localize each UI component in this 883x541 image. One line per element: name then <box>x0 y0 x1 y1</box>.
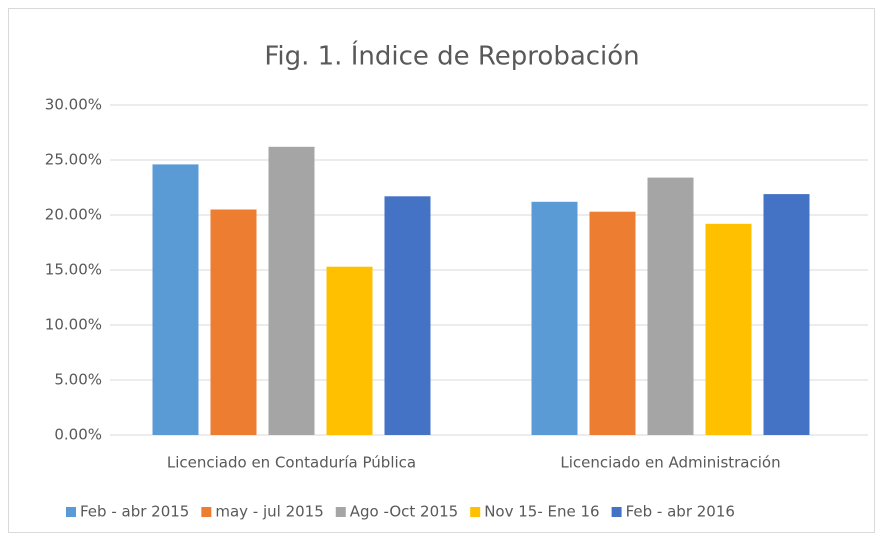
x-tick-label: Licenciado en Contaduría Pública <box>167 454 416 472</box>
bar <box>384 196 431 435</box>
y-tick-label: 25.00% <box>45 151 102 169</box>
y-tick-label: 5.00% <box>54 371 102 389</box>
y-tick-label: 15.00% <box>45 261 102 279</box>
bar <box>589 211 636 435</box>
legend-swatch <box>335 507 346 517</box>
legend-label: Feb - abr 2015 <box>80 503 189 521</box>
bar <box>647 177 694 435</box>
bar <box>531 201 578 435</box>
legend-label: may - jul 2015 <box>215 503 323 521</box>
x-tick-label: Licenciado en Administración <box>560 454 780 472</box>
y-tick-label: 30.00% <box>45 96 102 114</box>
bar <box>705 223 752 435</box>
bar <box>268 146 315 436</box>
y-tick-label: 0.00% <box>54 426 102 444</box>
legend-swatch <box>66 507 76 517</box>
bar <box>326 266 373 435</box>
bar <box>152 164 199 435</box>
legend-swatch <box>201 507 212 517</box>
bar <box>763 194 810 435</box>
chart-title: Fig. 1. Índice de Reprobación <box>264 40 639 72</box>
legend-swatch <box>470 507 481 517</box>
legend-label: Feb - abr 2016 <box>626 503 735 521</box>
legend-swatch <box>611 507 622 517</box>
bar <box>210 209 257 435</box>
legend-label: Ago -Oct 2015 <box>350 503 458 521</box>
legend-label: Nov 15- Ene 16 <box>484 503 599 521</box>
y-tick-label: 20.00% <box>45 206 102 224</box>
y-tick-label: 10.00% <box>45 316 102 334</box>
